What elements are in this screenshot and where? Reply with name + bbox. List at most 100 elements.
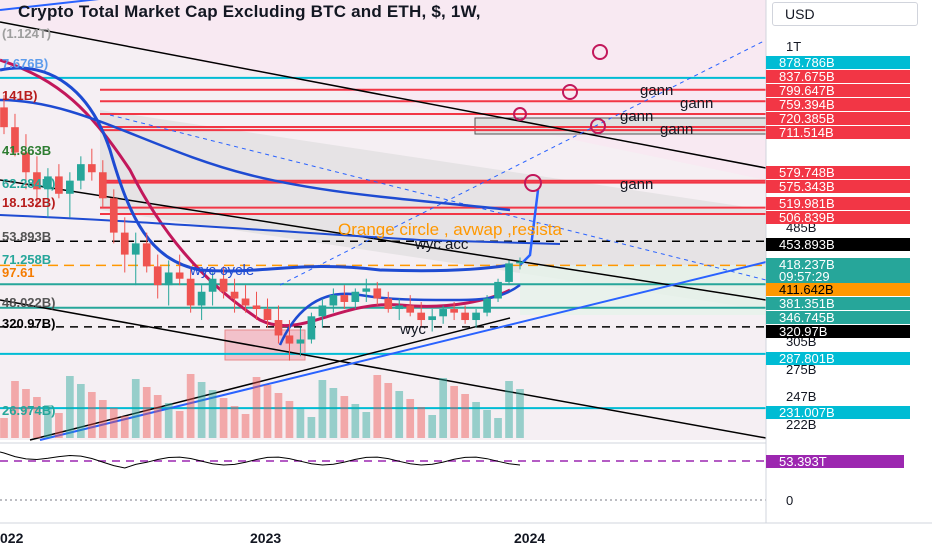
candle-body[interactable]	[33, 172, 41, 190]
currency-button[interactable]: USD	[772, 2, 918, 26]
volume-bar	[164, 403, 173, 438]
volume-bar	[461, 394, 469, 438]
price-label: 231.007B	[766, 406, 910, 419]
price-label: 453.893B	[766, 238, 910, 251]
candle-body[interactable]	[164, 272, 173, 286]
price-label: 320.97B	[766, 325, 910, 338]
volume-bar	[307, 417, 316, 438]
orange-circle-marker	[524, 174, 542, 192]
candle-body[interactable]	[373, 288, 382, 299]
candle-body[interactable]	[494, 281, 502, 299]
price-label: 575.343B	[766, 180, 910, 193]
volume-bars	[0, 374, 524, 438]
candle-body[interactable]	[340, 295, 349, 302]
volume-bar	[87, 392, 96, 438]
candle-body[interactable]	[230, 291, 239, 299]
candle-body[interactable]	[44, 176, 52, 190]
candle-body[interactable]	[153, 266, 162, 286]
time-tick: 2023	[250, 530, 282, 546]
candle-body[interactable]	[417, 312, 426, 321]
candle-body[interactable]	[142, 243, 151, 267]
bar-countdown-label: 09:57:29	[766, 270, 910, 283]
candle-body[interactable]	[329, 295, 338, 306]
volume-bar	[252, 377, 261, 438]
volume-bar	[263, 385, 272, 438]
blue-dashed-up	[279, 39, 767, 286]
candle-body[interactable]	[87, 164, 96, 173]
candle-body[interactable]	[395, 305, 404, 310]
candle-body[interactable]	[296, 339, 305, 344]
candle-body[interactable]	[516, 261, 524, 264]
candle-body[interactable]	[22, 152, 30, 173]
left-label: 18.132B)	[2, 195, 56, 210]
blue-trendline-top	[0, 0, 100, 11]
volume-bar	[450, 386, 458, 438]
candle-body[interactable]	[208, 278, 217, 292]
volume-bar	[329, 388, 338, 438]
candle-body[interactable]	[285, 335, 294, 344]
candle-body[interactable]	[66, 180, 74, 194]
volume-bar	[406, 399, 415, 438]
candle-body[interactable]	[98, 172, 107, 199]
candle-body[interactable]	[263, 309, 272, 321]
candle-body[interactable]	[505, 263, 513, 282]
candlestick-series[interactable]	[0, 95, 524, 361]
volume-bar	[384, 383, 393, 438]
left-label: 97.61	[2, 265, 35, 280]
candle-body[interactable]	[109, 198, 118, 233]
candle-body[interactable]	[318, 305, 327, 317]
gann-label: gann	[620, 176, 654, 193]
wyc-cycle-label: wyc cycle	[190, 262, 255, 279]
volume-bar	[395, 391, 404, 438]
blue-trendline-lower	[39, 261, 767, 441]
left-label: 53.893B	[2, 229, 52, 244]
gann-label: gann	[620, 108, 654, 125]
candle-body[interactable]	[450, 309, 458, 313]
left-label: 141B)	[2, 88, 38, 103]
candle-body[interactable]	[186, 278, 195, 306]
candle-body[interactable]	[351, 291, 360, 302]
volume-bar	[11, 381, 19, 438]
candle-body[interactable]	[197, 291, 206, 306]
candle-body[interactable]	[131, 243, 140, 255]
candle-body[interactable]	[0, 107, 8, 128]
candle-body[interactable]	[362, 288, 371, 292]
candle-body[interactable]	[483, 298, 491, 313]
volume-bar	[439, 378, 447, 438]
gann-marker-4	[513, 107, 527, 121]
candle-body[interactable]	[219, 278, 228, 292]
price-tick: 1T	[786, 39, 802, 54]
candle-body[interactable]	[55, 176, 63, 194]
candle-body[interactable]	[120, 232, 129, 255]
gann-marker-1	[592, 44, 608, 60]
volume-bar	[417, 407, 426, 438]
candle-body[interactable]	[252, 305, 261, 310]
candle-body[interactable]	[461, 312, 469, 321]
gann-label: gann	[640, 82, 674, 99]
time-tick: 2024	[514, 530, 546, 546]
candle-body[interactable]	[406, 305, 415, 313]
candle-body[interactable]	[11, 127, 19, 153]
candle-body[interactable]	[77, 164, 85, 181]
candle-body[interactable]	[274, 320, 283, 336]
left-label: 71.258B	[2, 252, 52, 267]
candle-body[interactable]	[241, 298, 250, 306]
candle-body[interactable]	[175, 272, 184, 279]
volume-bar	[109, 408, 118, 438]
candle-body[interactable]	[384, 298, 393, 310]
oscillator-label: 53.393T	[766, 455, 904, 468]
orange-note: Orange circle , avwap ,resista	[338, 220, 562, 239]
channel-lower-line	[0, 299, 767, 439]
candle-body[interactable]	[428, 316, 437, 321]
candle-body[interactable]	[307, 316, 316, 340]
price-tick: 275B	[786, 362, 817, 377]
volume-bar	[98, 400, 107, 438]
price-label: 506.839B	[766, 211, 910, 224]
volume-bar	[340, 396, 349, 438]
candle-body[interactable]	[439, 309, 447, 317]
price-tick: 485B	[786, 220, 817, 235]
candle-body[interactable]	[472, 312, 480, 321]
price-label: 711.514B	[766, 126, 910, 139]
price-label: 381.351B	[766, 297, 910, 310]
